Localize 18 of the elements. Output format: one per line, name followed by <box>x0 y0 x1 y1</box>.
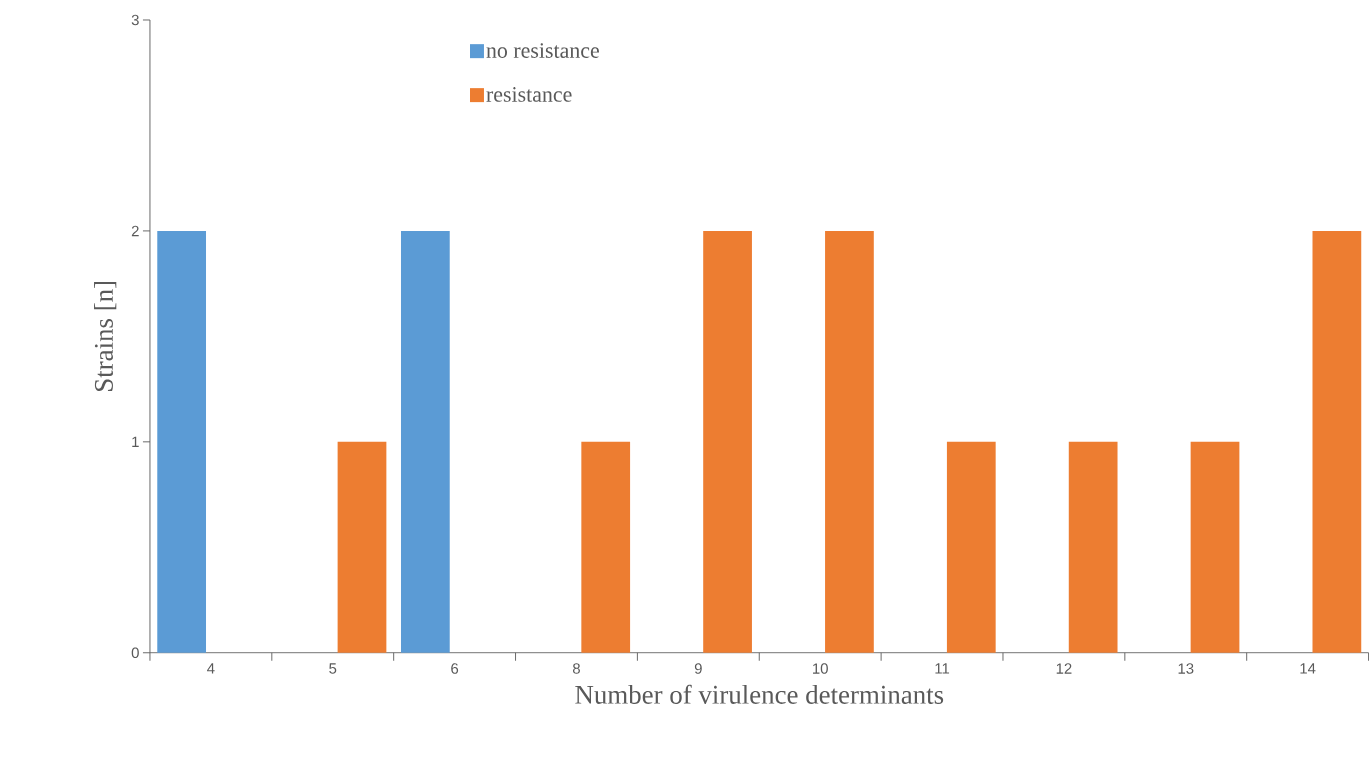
x-tick-label: 14 <box>1300 663 1316 674</box>
y-tick-label: 2 <box>131 225 139 237</box>
y-tick-label: 3 <box>131 14 139 26</box>
x-tick-label: 6 <box>451 663 459 674</box>
y-tick-label: 1 <box>132 436 139 448</box>
legend-label: resistance <box>486 87 572 102</box>
x-tick-label: 12 <box>1056 663 1072 674</box>
x-tick-label: 9 <box>694 663 702 674</box>
x-tick-label: 5 <box>329 663 337 674</box>
legend-label: no resistance <box>486 43 599 59</box>
x-tick-label: 8 <box>572 663 580 674</box>
x-tick-label: 10 <box>813 663 828 674</box>
x-tick-label: 13 <box>1178 663 1194 674</box>
x-tick-label: 4 <box>207 663 215 674</box>
y-tick-label: 0 <box>131 647 139 659</box>
x-tick-label: 11 <box>935 663 950 674</box>
x-axis-title: Number of virulence determinants <box>575 684 944 705</box>
y-axis-title: Strains [n] <box>94 282 117 392</box>
